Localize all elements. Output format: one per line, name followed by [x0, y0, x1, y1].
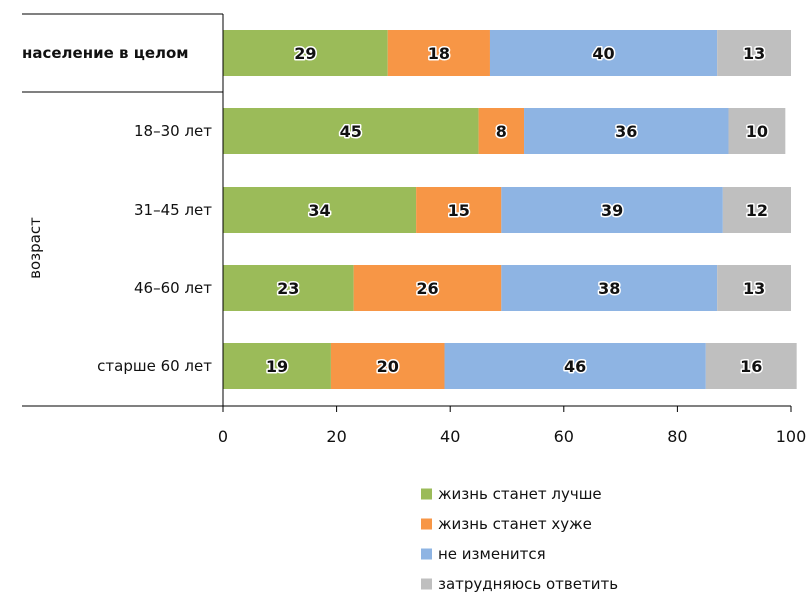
legend-swatch: [421, 578, 432, 590]
bar-segment: [501, 265, 718, 311]
legend: жизнь станет лучше жизнь станет хуже не из…: [421, 485, 618, 593]
bar-segment: [489, 30, 718, 76]
bar-segment: [501, 187, 723, 233]
data-label: 15: [448, 201, 470, 220]
x-tick-label: 0: [218, 427, 228, 446]
data-label: 12: [746, 201, 768, 220]
legend-swatch: [421, 518, 432, 530]
data-label: 23: [277, 279, 299, 298]
bar-segment: [330, 343, 445, 389]
data-label: 16: [740, 357, 762, 376]
data-label: 39: [601, 201, 623, 220]
x-tick-label: 20: [326, 427, 346, 446]
bar-segment: [717, 265, 791, 311]
bar-segment: [223, 265, 354, 311]
data-label: 26: [416, 279, 438, 298]
data-label: 13: [743, 44, 765, 63]
bar-segment: [444, 343, 706, 389]
legend-label: не изменится: [438, 545, 546, 563]
data-label: 18: [428, 44, 450, 63]
bar-segment: [717, 30, 791, 76]
x-tick-label: 100: [776, 427, 807, 446]
data-label: 8: [496, 122, 507, 141]
bar-segment: [478, 108, 525, 154]
data-label: 34: [308, 201, 330, 220]
x-tick-label: 80: [667, 427, 687, 446]
axes-layer: [22, 13, 792, 412]
data-label: 20: [377, 357, 399, 376]
category-label: население в целом: [22, 44, 189, 62]
category-group-label: возраст: [26, 217, 44, 279]
bar-segment: [705, 343, 797, 389]
data-label: 38: [598, 279, 620, 298]
labels-layer: 29 18 40 13 население в целом 45 8 36 10 18–30 ле…: [22, 43, 807, 447]
bar-segment: [223, 187, 417, 233]
legend-label: затрудняюсь ответить: [438, 575, 618, 593]
legend-swatch: [421, 548, 432, 560]
data-label: 13: [743, 279, 765, 298]
bar-segment: [387, 30, 490, 76]
bar-segment: [524, 108, 729, 154]
legend-label: жизнь станет хуже: [438, 515, 592, 533]
bar-segment: [223, 343, 331, 389]
data-label: 40: [592, 44, 614, 63]
bar-segment: [728, 108, 786, 154]
category-label: 31–45 лет: [134, 201, 212, 219]
data-label: 45: [340, 122, 362, 141]
bars-layer: [223, 30, 797, 389]
bar-segment: [223, 30, 388, 76]
bar-segment: [722, 187, 791, 233]
bar-segment: [416, 187, 502, 233]
bar-segment: [223, 108, 479, 154]
legend-label: жизнь станет лучше: [438, 485, 602, 503]
category-label: 46–60 лет: [134, 279, 212, 297]
data-label: 19: [266, 357, 288, 376]
legend-swatch: [421, 488, 432, 500]
x-tick-label: 60: [554, 427, 574, 446]
data-label: 36: [615, 122, 637, 141]
data-label: 29: [294, 44, 316, 63]
category-label: 18–30 лет: [134, 122, 212, 140]
data-label: 10: [746, 122, 768, 141]
x-tick-label: 40: [440, 427, 460, 446]
category-label: старше 60 лет: [97, 357, 212, 375]
bar-segment: [353, 265, 502, 311]
data-label: 46: [564, 357, 586, 376]
